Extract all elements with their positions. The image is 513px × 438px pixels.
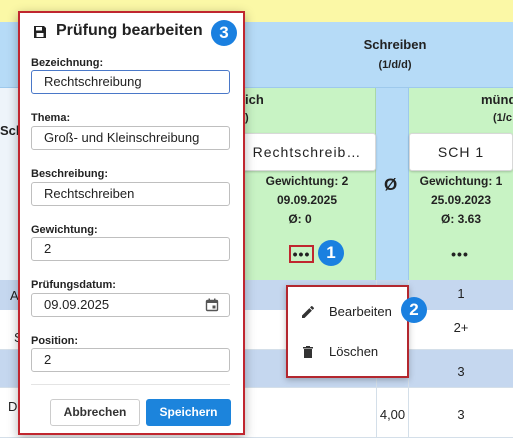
- exam2-date: 25.09.2023: [430, 193, 492, 207]
- position-label: Position:: [31, 335, 79, 347]
- subject-title: Schreiben: [363, 37, 427, 52]
- pruefungsdatum-label: Prüfungsdatum:: [31, 279, 116, 291]
- thema-input[interactable]: Groß- und Kleinschreibung: [31, 126, 230, 150]
- column-group-sub-left: ): [245, 112, 249, 124]
- average-header: Ø: [384, 175, 398, 194]
- calendar-icon[interactable]: [205, 298, 219, 312]
- exam-column-1: [238, 88, 376, 280]
- save-button[interactable]: Speichern: [146, 399, 231, 426]
- subject-subtitle: (1/d/d): [378, 59, 412, 71]
- exam-column-2: [409, 88, 513, 280]
- exam1-weight: Gewichtung: 2: [265, 174, 349, 188]
- menu-item-edit[interactable]: Bearbeiten: [288, 292, 407, 332]
- column-group-header-right: münd: [481, 92, 513, 107]
- menu-item-delete-label: Löschen: [329, 344, 379, 359]
- edit-exam-dialog: Prüfung bearbeiten Bezeichnung: Rechtsch…: [18, 11, 245, 435]
- dialog-divider: [31, 384, 230, 385]
- thema-label: Thema:: [31, 112, 71, 124]
- position-input[interactable]: 2: [31, 348, 230, 372]
- exam1-average: Ø: 0: [288, 212, 312, 226]
- exam-button-rechtschreibung[interactable]: Rechtschreib…: [238, 133, 376, 171]
- bezeichnung-label: Bezeichnung:: [31, 57, 104, 69]
- average-column: [376, 88, 409, 280]
- row-average: 4,00: [379, 407, 406, 422]
- student-header-partial: Scl: [0, 123, 20, 138]
- pruefungsdatum-input[interactable]: 09.09.2025: [31, 293, 230, 317]
- grade-cell[interactable]: 3: [457, 364, 465, 379]
- exam-button-sch1[interactable]: SCH 1: [409, 133, 513, 171]
- dialog-title: Prüfung bearbeiten: [56, 22, 203, 39]
- pruefungsdatum-value: 09.09.2025: [44, 297, 110, 312]
- grade-cell[interactable]: 3: [457, 407, 465, 422]
- column-group-header-left: ich: [245, 92, 264, 107]
- exam-context-menu: Bearbeiten Löschen: [286, 285, 409, 378]
- column-group-sub-right: (1/c: [493, 112, 512, 124]
- grade-cell[interactable]: 1: [457, 286, 465, 301]
- grade-cell[interactable]: 2+: [453, 320, 469, 335]
- student-name-partial: A: [10, 288, 19, 303]
- menu-item-delete[interactable]: Löschen: [288, 332, 407, 372]
- step-badge-1: 1: [318, 240, 344, 266]
- step-badge-3: 3: [211, 20, 237, 46]
- exam2-more-button[interactable]: •••: [451, 246, 469, 262]
- pencil-icon: [302, 305, 315, 318]
- cancel-button[interactable]: Abbrechen: [50, 399, 140, 426]
- trash-icon: [303, 346, 313, 358]
- gewichtung-label: Gewichtung:: [31, 224, 98, 236]
- exam1-date: 09.09.2025: [276, 193, 338, 207]
- beschreibung-input[interactable]: Rechtschreiben: [31, 182, 230, 206]
- beschreibung-label: Beschreibung:: [31, 168, 109, 180]
- gewichtung-input[interactable]: 2: [31, 237, 230, 261]
- student-name-partial: D: [8, 399, 18, 414]
- step-badge-2: 2: [401, 297, 427, 323]
- bezeichnung-input[interactable]: Rechtschreibung: [31, 70, 230, 94]
- menu-item-edit-label: Bearbeiten: [329, 304, 392, 319]
- exam2-weight: Gewichtung: 1: [419, 174, 503, 188]
- exam2-average: Ø: 3.63: [440, 212, 482, 226]
- save-icon: [34, 26, 46, 38]
- exam1-more-button[interactable]: •••: [289, 245, 314, 263]
